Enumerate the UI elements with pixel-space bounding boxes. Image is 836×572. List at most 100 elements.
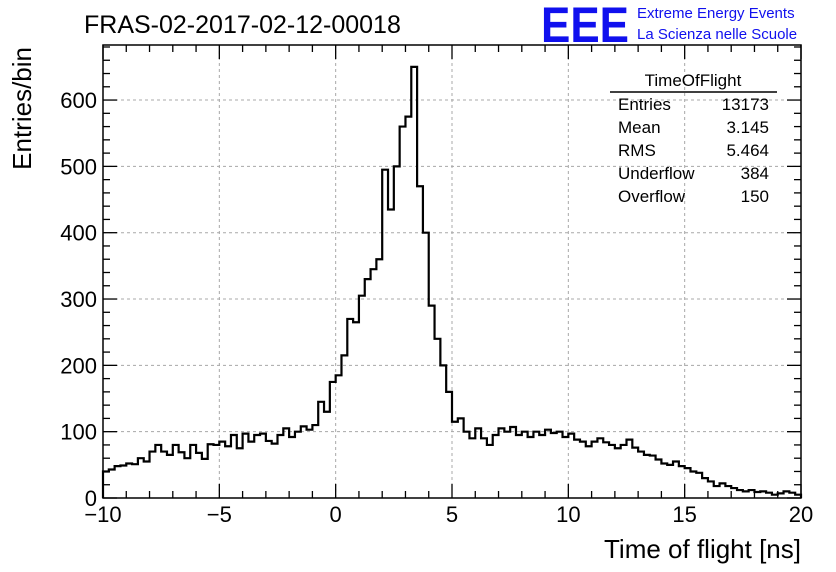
x-tick-label: 10 xyxy=(556,502,580,527)
axis-ticks xyxy=(102,45,802,499)
stats-row-label: Mean xyxy=(618,118,661,137)
histogram-bin xyxy=(423,233,429,498)
histogram-bin xyxy=(190,445,196,498)
histogram-bin xyxy=(208,444,214,498)
histogram-bin xyxy=(568,434,574,498)
histogram-bin xyxy=(248,442,254,498)
histogram-bin xyxy=(685,468,691,498)
histogram-bin xyxy=(714,486,720,498)
y-tick-label: 500 xyxy=(60,154,97,179)
stats-row-value: 5.464 xyxy=(726,141,769,160)
histogram-bin xyxy=(405,117,411,498)
histogram-bin xyxy=(673,462,679,498)
x-tick-label: 15 xyxy=(672,502,696,527)
histogram-bin xyxy=(429,306,435,498)
histogram-bin xyxy=(347,319,353,498)
histogram-bin xyxy=(382,170,388,498)
histogram-bin xyxy=(557,432,563,498)
histogram-bin xyxy=(580,442,586,498)
histogram-bin xyxy=(120,466,126,498)
histogram-bin xyxy=(493,435,499,498)
histogram-bin xyxy=(452,422,458,498)
histogram-bin xyxy=(435,339,441,498)
histogram-bin xyxy=(475,428,481,498)
eee-logo-line2: La Scienza nelle Scuole xyxy=(637,26,797,43)
histogram-bin xyxy=(167,455,173,498)
histogram-bin xyxy=(202,459,208,498)
histogram-bin xyxy=(312,425,318,498)
histogram-bin xyxy=(289,437,295,498)
histogram-bin xyxy=(615,448,621,498)
histogram-bin xyxy=(533,432,539,498)
x-tick-label: 5 xyxy=(446,502,458,527)
histogram-bin xyxy=(766,493,772,498)
histogram-bin xyxy=(749,490,755,498)
histogram-bin xyxy=(318,402,324,498)
x-tick-labels: −10 −5 0 5 10 15 20 xyxy=(84,502,813,527)
grid-lines xyxy=(103,45,801,498)
stats-box-rows: Entries 13173 Mean 3.145 RMS 5.464 Underflow 38… xyxy=(618,95,769,206)
x-tick-label: 20 xyxy=(789,502,813,527)
histogram-bin xyxy=(394,166,400,498)
histogram-bin xyxy=(132,464,138,498)
histogram-bin xyxy=(115,466,121,498)
eee-logo: EEE Extreme Energy Events La Scienza nel… xyxy=(541,0,797,53)
histogram-bin xyxy=(446,392,452,498)
histogram-bin xyxy=(400,127,406,498)
histogram-bin xyxy=(243,434,249,498)
histogram-bin xyxy=(109,469,115,498)
histogram-bin xyxy=(667,465,673,498)
histogram-bin xyxy=(173,445,179,498)
histogram-bin xyxy=(469,438,475,498)
histogram-bin xyxy=(702,478,708,498)
stats-row-label: Underflow xyxy=(618,164,695,183)
histogram-bin xyxy=(219,442,225,498)
histogram-bin xyxy=(789,493,795,498)
histogram-bin xyxy=(464,432,470,498)
x-tick-label: −5 xyxy=(207,502,232,527)
histogram-bin xyxy=(324,412,330,498)
histogram-bin xyxy=(586,446,592,498)
histogram-bin xyxy=(609,445,615,498)
histogram-bin xyxy=(743,491,749,498)
eee-logo-mark: EEE xyxy=(541,0,629,53)
histogram-bin xyxy=(661,464,667,498)
histogram-bin xyxy=(516,435,522,498)
histogram-bin xyxy=(760,491,766,498)
histogram-bin xyxy=(638,452,644,498)
stats-row-value: 3.145 xyxy=(726,118,769,137)
y-axis-title: Entries/bin xyxy=(7,47,37,170)
histogram-bin xyxy=(196,453,202,498)
histogram-bin xyxy=(371,269,377,498)
histogram-bin xyxy=(679,466,685,498)
histogram-bin xyxy=(725,486,731,498)
histogram-bin xyxy=(330,382,336,498)
stats-row-label: RMS xyxy=(618,141,656,160)
histogram-bin xyxy=(539,435,545,498)
histogram-bin xyxy=(458,418,464,498)
eee-logo-line1: Extreme Energy Events xyxy=(637,5,795,22)
stats-box-title: TimeOfFlight xyxy=(645,71,742,90)
histogram-bin xyxy=(161,452,167,498)
histogram-bin xyxy=(528,437,534,498)
histogram-bin xyxy=(144,462,150,498)
histogram-bin xyxy=(720,483,726,498)
histogram-bin xyxy=(417,186,423,498)
stats-row-value: 13173 xyxy=(722,95,769,114)
chart-title: FRAS-02-2017-02-12-00018 xyxy=(84,11,401,39)
histogram-bin xyxy=(696,473,702,498)
histogram-bin xyxy=(150,452,156,498)
histogram-bin xyxy=(365,279,371,498)
histogram-bin xyxy=(632,448,638,498)
histogram-bin xyxy=(656,460,662,498)
histogram-bin xyxy=(179,452,185,498)
histogram-bin xyxy=(307,430,313,498)
histogram-bin xyxy=(545,430,551,498)
histogram-bin xyxy=(266,441,272,498)
histogram-bin xyxy=(487,445,493,498)
x-tick-label: 0 xyxy=(330,502,342,527)
histogram-bin xyxy=(254,435,260,498)
x-tick-label: −10 xyxy=(84,502,121,527)
y-tick-label: 300 xyxy=(60,287,97,312)
